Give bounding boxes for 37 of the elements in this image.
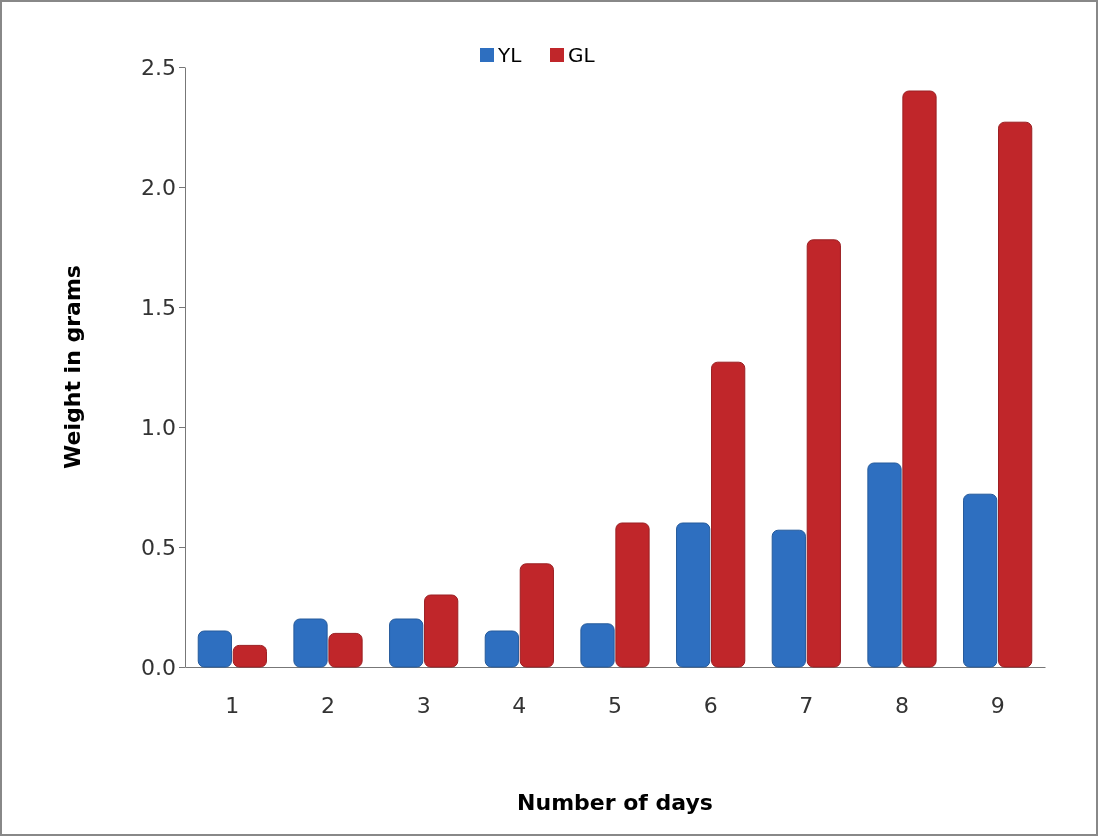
bar <box>519 563 554 668</box>
x-tick-label: 2 <box>321 692 336 718</box>
x-tick-label: 3 <box>416 692 431 718</box>
y-tick-label: 1.0 <box>141 414 176 440</box>
y-tick-label: 0.0 <box>141 654 176 680</box>
bar <box>580 623 615 668</box>
bar <box>902 90 937 668</box>
bar <box>711 361 746 668</box>
x-tick-label: 7 <box>799 692 814 718</box>
bar <box>484 630 519 668</box>
legend-label: GL <box>568 43 596 67</box>
y-tick-label: 2.0 <box>141 174 176 200</box>
y-tick-label: 0.5 <box>141 534 176 560</box>
bar <box>424 594 459 668</box>
bar <box>963 493 998 668</box>
bar <box>328 632 363 668</box>
bar <box>293 618 328 668</box>
bar <box>676 522 711 668</box>
x-tick-label: 9 <box>990 692 1005 718</box>
x-tick-label: 1 <box>225 692 240 718</box>
x-tick-label: 8 <box>894 692 909 718</box>
bar <box>389 618 424 668</box>
bar <box>232 644 267 668</box>
bar <box>998 121 1033 668</box>
bar <box>197 630 232 668</box>
x-axis-title: Number of days <box>517 790 713 815</box>
bar <box>771 529 806 668</box>
bar <box>867 462 902 668</box>
y-axis-title: Weight in grams <box>60 265 85 469</box>
x-tick-label: 6 <box>703 692 718 718</box>
y-tick-label: 2.5 <box>141 54 176 80</box>
x-tick-label: 5 <box>608 692 622 718</box>
y-tick-label: 1.5 <box>141 294 176 320</box>
legend-label: YL <box>497 43 523 67</box>
x-tick-label: 4 <box>512 692 527 718</box>
bar <box>615 522 650 668</box>
bar <box>806 239 841 668</box>
